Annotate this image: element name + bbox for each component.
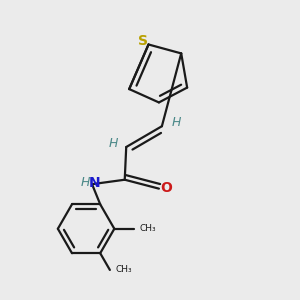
Text: CH₃: CH₃ (115, 266, 132, 274)
Text: H: H (81, 176, 90, 189)
Text: O: O (160, 181, 172, 195)
Text: H: H (172, 116, 181, 129)
Text: H: H (109, 137, 119, 150)
Text: S: S (138, 34, 148, 48)
Text: CH₃: CH₃ (139, 224, 156, 233)
Text: N: N (88, 176, 100, 190)
